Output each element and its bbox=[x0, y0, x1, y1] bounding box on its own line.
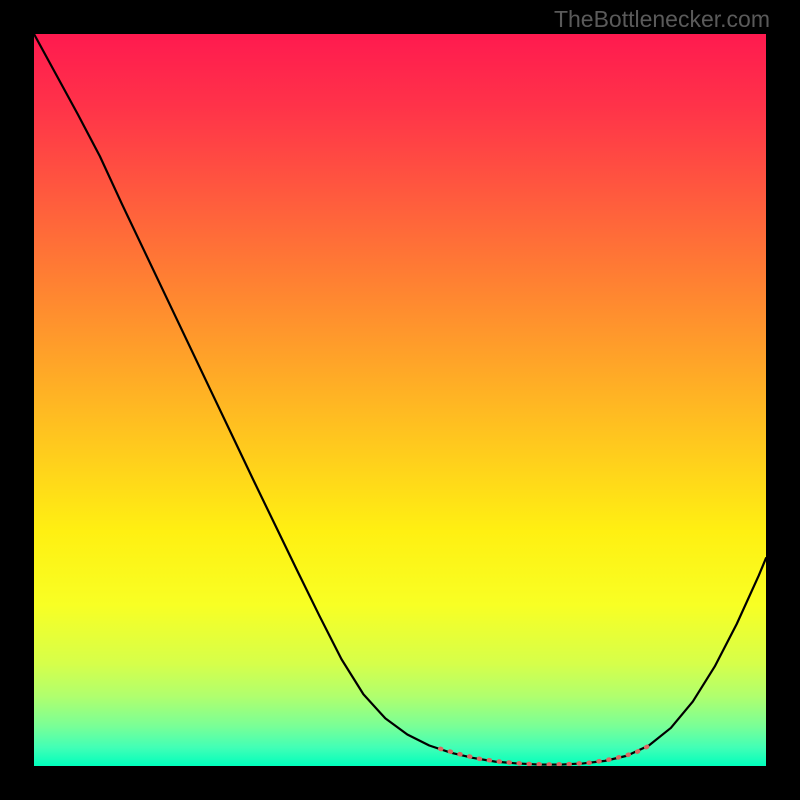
gradient-background bbox=[34, 34, 766, 766]
chart-svg bbox=[34, 34, 766, 766]
plot-area bbox=[34, 34, 766, 766]
watermark-text: TheBottlenecker.com bbox=[554, 6, 770, 33]
chart-frame: TheBottlenecker.com bbox=[0, 0, 800, 800]
